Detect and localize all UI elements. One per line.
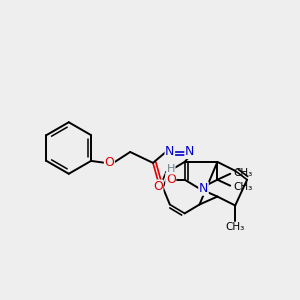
Text: O: O [153, 180, 163, 193]
Text: N: N [185, 146, 194, 158]
Text: N: N [199, 182, 208, 195]
Text: CH₃: CH₃ [233, 182, 253, 192]
Text: CH₃: CH₃ [226, 222, 245, 232]
Text: O: O [166, 173, 176, 186]
Text: CH₃: CH₃ [233, 168, 253, 178]
Text: O: O [104, 156, 114, 170]
Text: H: H [167, 164, 175, 174]
Text: N: N [165, 146, 175, 158]
